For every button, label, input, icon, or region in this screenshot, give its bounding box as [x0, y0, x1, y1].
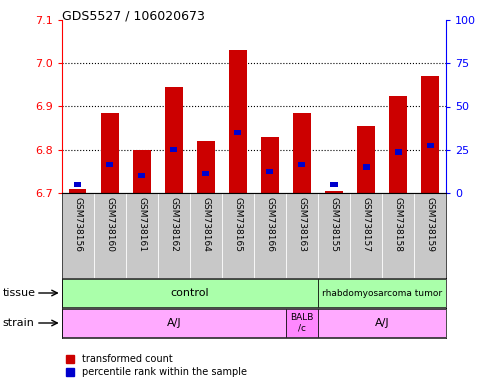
Bar — [202, 171, 210, 176]
Bar — [165, 87, 182, 193]
Text: tissue: tissue — [2, 288, 35, 298]
Text: GSM738156: GSM738156 — [73, 197, 82, 252]
Bar — [325, 191, 343, 193]
Bar — [74, 182, 81, 187]
Bar — [293, 113, 311, 193]
Bar — [261, 137, 279, 193]
Bar — [357, 126, 375, 193]
Text: GSM738164: GSM738164 — [201, 197, 211, 252]
Legend: transformed count, percentile rank within the sample: transformed count, percentile rank withi… — [67, 354, 247, 377]
Text: GSM738163: GSM738163 — [297, 197, 307, 252]
Bar — [101, 113, 118, 193]
Text: GSM738158: GSM738158 — [393, 197, 403, 252]
Bar — [286, 309, 318, 338]
Text: GDS5527 / 106020673: GDS5527 / 106020673 — [62, 10, 205, 23]
Text: A/J: A/J — [167, 318, 181, 328]
Text: GSM738161: GSM738161 — [137, 197, 146, 252]
Text: GSM738155: GSM738155 — [329, 197, 339, 252]
Text: BALB
/c: BALB /c — [290, 313, 314, 333]
Bar — [133, 150, 150, 193]
Text: rhabdomyosarcoma tumor: rhabdomyosarcoma tumor — [322, 288, 442, 298]
Text: GSM738165: GSM738165 — [233, 197, 243, 252]
Bar — [229, 50, 246, 193]
Bar — [62, 279, 318, 308]
Text: GSM738160: GSM738160 — [105, 197, 114, 252]
Bar — [106, 162, 113, 167]
Bar — [266, 169, 274, 174]
Bar — [138, 173, 145, 178]
Bar — [394, 149, 402, 154]
Text: GSM738166: GSM738166 — [265, 197, 275, 252]
Bar — [330, 182, 338, 187]
Text: control: control — [171, 288, 209, 298]
Text: strain: strain — [2, 318, 35, 328]
Text: GSM738157: GSM738157 — [361, 197, 371, 252]
Bar — [422, 76, 439, 193]
Bar — [234, 130, 242, 135]
Bar — [318, 279, 446, 308]
Bar — [170, 147, 177, 152]
Bar — [389, 96, 407, 193]
Bar — [362, 164, 370, 170]
Text: GSM738162: GSM738162 — [169, 197, 178, 252]
Text: GSM738159: GSM738159 — [425, 197, 435, 252]
Bar — [62, 309, 286, 338]
Bar — [318, 309, 446, 338]
Text: A/J: A/J — [375, 318, 389, 328]
Bar — [298, 162, 306, 167]
Bar — [426, 143, 434, 148]
Bar — [69, 189, 86, 193]
Bar — [197, 141, 214, 193]
